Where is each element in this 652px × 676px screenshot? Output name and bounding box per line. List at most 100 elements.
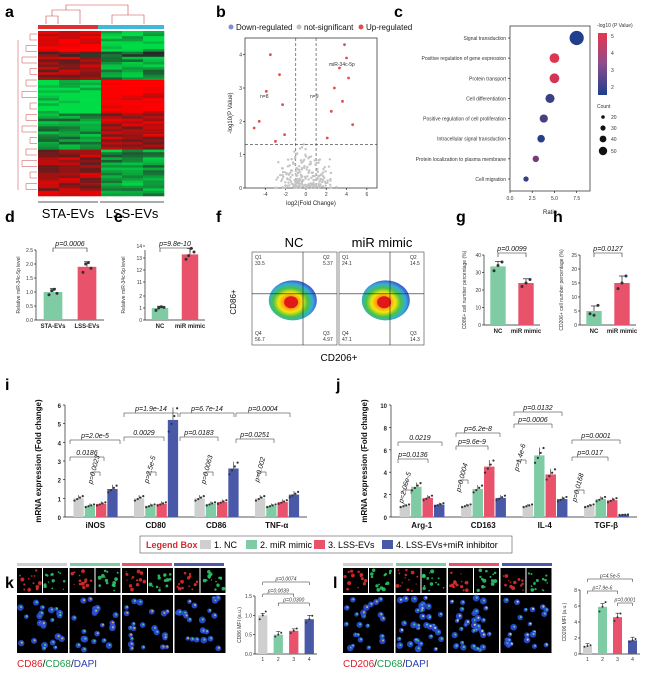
point-ns [310, 186, 313, 190]
significance-bracket [397, 458, 429, 463]
y-tick-label: 4 [384, 471, 388, 477]
cell-marker [115, 613, 118, 616]
data-point [419, 482, 422, 485]
data-point [76, 497, 79, 501]
cell-marker [505, 598, 508, 601]
significance-bracket [204, 471, 214, 476]
heatmap-cell [122, 105, 144, 109]
data-point [213, 501, 217, 504]
heatmap-cell [101, 51, 123, 55]
y-tick-label: 1.0 [245, 613, 252, 619]
bar [433, 504, 445, 517]
p-value: p=0.002 [254, 456, 268, 484]
y-axis-label: CD206 MFI (a.u.) [562, 602, 568, 641]
cell-signal [62, 588, 65, 590]
data-point [433, 505, 437, 508]
heatmap-cell [101, 170, 123, 174]
heatmap-cell [38, 31, 60, 34]
x-tick-label: 7.5 [573, 196, 580, 202]
heatmap-cell [59, 136, 81, 140]
cell-marker [367, 624, 370, 627]
data-point [268, 505, 272, 508]
heatmap-cell [122, 159, 144, 163]
heatmap-cell [122, 67, 144, 70]
y-axis-label: CD86+ cell number percentage (%) [462, 250, 468, 329]
cell-signal [545, 574, 548, 577]
p-value: p=2.06e-5 [398, 471, 413, 505]
cell-signal [90, 579, 93, 582]
significance-bracket [617, 602, 633, 606]
heatmap-cell [101, 95, 123, 99]
go-term-label: Cell differentiation [466, 96, 506, 102]
cell-signal [493, 571, 497, 575]
data-point [486, 467, 489, 470]
quadrant-value: Q2 [323, 255, 330, 261]
heatmap-cell [38, 144, 60, 148]
cell-marker [52, 640, 55, 644]
cell-marker [96, 606, 100, 609]
cell-signal [530, 588, 535, 592]
data-point [236, 461, 239, 464]
mfi-bar-l: 0 2 4 6 8 1 2 3 4 p=4.5e-5 p=7.9e-6p=0.0001 CD206 M… [562, 574, 640, 663]
legend-ns: not-significant [304, 23, 354, 32]
cell-signal [176, 585, 179, 588]
cell-marker [178, 610, 182, 613]
data-point [405, 504, 408, 507]
bar [96, 503, 107, 517]
cell-marker [509, 632, 512, 636]
cell-marker [545, 608, 548, 611]
heatmap-cell [59, 31, 81, 34]
bar [181, 254, 199, 320]
cell-signal [159, 587, 161, 589]
heatmap-cell [143, 147, 165, 150]
cell-signal [511, 586, 516, 591]
cell-signal [541, 577, 545, 581]
heatmap-cell [143, 74, 165, 78]
cell-signal [195, 580, 199, 583]
cell-marker [20, 641, 23, 644]
cell-signal [20, 577, 25, 582]
cell-signal [85, 583, 90, 588]
bar [399, 505, 411, 517]
dendrogram-branch [29, 102, 37, 110]
cell-signal [521, 582, 524, 586]
x-tick-label: 2 [277, 657, 280, 663]
cell-signal [57, 571, 60, 573]
heatmap-cell [143, 67, 165, 70]
y-tick-label: 0.5 [245, 633, 252, 639]
heatmap-cell [101, 188, 123, 192]
heatmap-cell [143, 90, 165, 94]
heatmap-cell [143, 69, 165, 73]
cell-signal [30, 575, 33, 577]
category-label: NC [156, 324, 165, 330]
point-down [274, 139, 277, 143]
dendrogram-branch [25, 183, 37, 190]
point-up [329, 109, 333, 113]
go-term-label: Cell migration [475, 177, 506, 183]
heatmap-cell [80, 183, 102, 186]
go-term-label: Protein localization to plasma membrane [416, 157, 507, 163]
data-point [147, 505, 151, 508]
heatmap-cell [38, 56, 60, 60]
cell-signal [84, 578, 88, 582]
heatmap-cell [122, 118, 144, 122]
data-point [87, 505, 90, 508]
point-ns [304, 177, 307, 180]
point-ns [304, 175, 307, 178]
heatmap-cell [59, 131, 81, 135]
y-tick-label: 5 [58, 423, 62, 429]
group-strip-l-2 [396, 563, 446, 566]
significance-bracket [455, 432, 501, 437]
heatmap-cell [143, 134, 165, 138]
heatmap-cell [101, 121, 123, 125]
point-ns [310, 176, 313, 180]
cell-signal [450, 583, 455, 588]
cell-marker [403, 621, 406, 624]
data-point [626, 513, 630, 516]
cell-signal [70, 572, 75, 576]
heatmap-cell [122, 183, 144, 186]
heatmap-cell [122, 131, 144, 135]
data-point [621, 513, 624, 516]
category-label: NC [590, 329, 599, 335]
cell-signal [362, 582, 367, 586]
